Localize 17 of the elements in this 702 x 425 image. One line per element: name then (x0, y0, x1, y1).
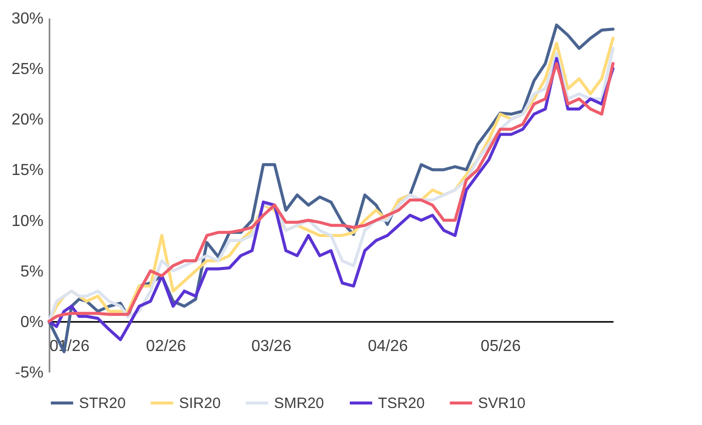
y-tick-label: 25% (11, 61, 44, 78)
legend-label: SIR20 (179, 395, 221, 412)
legend-label: STR20 (79, 395, 126, 412)
y-tick-label: -5% (15, 364, 44, 382)
y-tick-label: 15% (11, 162, 44, 180)
y-tick-label: 0% (20, 314, 44, 331)
x-tick-label: 04/26 (368, 338, 408, 355)
y-tick-label: 10% (11, 212, 44, 230)
y-tick-label: 30% (11, 10, 44, 28)
x-tick-label: 02/26 (146, 338, 186, 355)
legend-label: SMR20 (274, 395, 324, 412)
legend-label: SVR10 (478, 395, 526, 412)
y-tick-label: 20% (11, 112, 44, 129)
x-tick-label: 05/26 (480, 338, 521, 355)
y-tick-label: 5% (20, 263, 44, 280)
legend-label: TSR20 (378, 395, 425, 412)
x-tick-label: 03/26 (251, 338, 292, 355)
